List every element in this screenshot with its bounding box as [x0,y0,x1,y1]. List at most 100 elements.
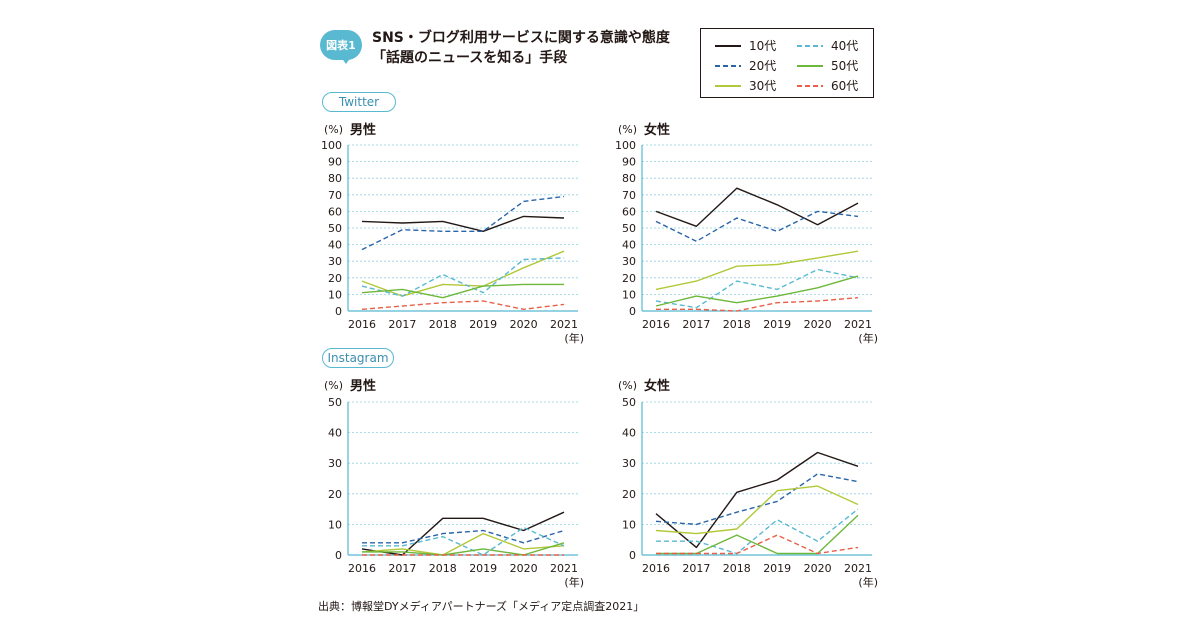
panel1-ytick: 70 [328,189,342,202]
figure-badge: 図表1 [320,30,362,60]
panel3-xlabel: (年) [564,575,584,589]
panel1-ytick: 10 [328,288,342,301]
panel4-series-60s [656,534,859,555]
panel2-series-30s [655,250,859,291]
panel2-ytick: 100 [615,139,636,152]
panel1-ytick: 90 [328,156,342,169]
panel2-xtick: 2021 [844,318,872,331]
panel4-xtick: 2019 [763,562,791,575]
panel2-ytick: 20 [622,272,636,285]
panel2-ytick: 40 [622,239,636,252]
chart-title-line2: 「話題のニュースを知る」手段 [372,50,568,66]
panel2-ytick: 50 [622,222,636,235]
legend-swatch-60s [797,84,823,87]
panel1-xtick: 2018 [429,318,457,331]
panel2-series-50s [655,275,859,307]
panel3-series-20s [362,529,565,544]
panel4-ytick: 40 [622,427,636,440]
panel1-xtick: 2019 [469,318,497,331]
panel3-xtick: 2019 [469,562,497,575]
legend-swatch-50s [797,64,823,67]
panel2-series-40s [655,268,859,309]
panel1-ytick: 60 [328,205,342,218]
panel1-xtick: 2020 [510,318,538,331]
legend-item-20s: 20代 [715,57,776,74]
panel3-xtick: 2021 [550,562,578,575]
panel4-xtick: 2018 [723,562,751,575]
panel3-xtick: 2016 [348,562,376,575]
panel1-ytick: 0 [335,305,342,318]
panel3-ytick: 30 [328,457,342,470]
panel1-ytick: 100 [321,139,342,152]
panel3-ytick: 20 [328,488,342,501]
panel1-series-50s [361,283,564,299]
panel2-ytick: 0 [629,305,636,318]
panel2-ytick: 30 [622,255,636,268]
panel4-xtick: 2017 [682,562,710,575]
panel1-series-30s [361,250,565,297]
panel2-ytick: 60 [622,205,636,218]
panel3-title: 男性 [350,378,376,394]
panel2-xtick: 2016 [642,318,670,331]
panel4-ytick: 30 [622,457,636,470]
panel1-ytick: 30 [328,255,342,268]
panel3-ytick: 40 [328,427,342,440]
panel2-ylabel: (%) [618,123,637,136]
legend: 10代 20代 30代 40代 50代 60代 [700,28,874,98]
figure-badge-tail [341,57,351,64]
panel4-ytick: 20 [622,488,636,501]
legend-item-30s: 30代 [715,77,776,94]
panel3-ytick: 0 [335,549,342,562]
panel3-xtick: 2020 [510,562,538,575]
chart-title-line1: SNS・ブログ利用サービスに関する意識や態度 [372,30,670,46]
legend-swatch-20s [715,64,741,67]
panel3-ytick: 50 [328,396,342,409]
legend-label-60s: 60代 [831,79,859,93]
panel4-ytick: 10 [622,518,636,531]
panel4-ytick: 50 [622,396,636,409]
section-label-instagram: Instagram [327,351,389,365]
panel2-xtick: 2019 [763,318,791,331]
section-pill-twitter: Twitter [322,92,396,112]
legend-swatch-30s [715,84,741,87]
panel1-xtick: 2021 [550,318,578,331]
panel1-ylabel: (%) [324,123,343,136]
panel4-xtick: 2016 [642,562,670,575]
panel1-xtick: 2017 [388,318,416,331]
figure-badge-label: 図表1 [326,39,356,52]
panel2-xlabel: (年) [858,331,878,345]
panel3-ytick: 10 [328,518,342,531]
panel4-series-50s [656,514,859,555]
panel4-title: 女性 [644,378,670,394]
section-pill-instagram: Instagram [322,348,394,368]
panel4-ylabel: (%) [618,379,637,392]
panel4-xtick: 2021 [844,562,872,575]
panel1-series-10s [361,215,565,233]
panel4-series-20s [655,473,859,526]
panel1-xlabel: (年) [564,331,584,345]
panel1-series-20s [361,195,565,251]
panel1-series-40s [361,257,565,297]
section-label-twitter: Twitter [338,95,380,109]
legend-swatch-40s [797,44,823,47]
legend-item-10s: 10代 [715,37,776,54]
legend-label-40s: 40代 [831,39,859,53]
chart-title: SNS・ブログ利用サービスに関する意識や態度 「話題のニュースを知る」手段 [372,28,670,68]
panel2-ytick: 70 [622,189,636,202]
panel3-xtick: 2018 [429,562,457,575]
panel3-series-40s [362,526,565,556]
panel4-xtick: 2020 [804,562,832,575]
panel4-series-40s [656,508,859,555]
legend-item-60s: 60代 [797,77,858,94]
panel2-series-10s [655,187,859,228]
source-note: 出典：博報堂DYメディアパートナーズ「メディア定点調査2021」 [318,600,645,613]
legend-label-30s: 30代 [749,79,777,93]
panel3-ylabel: (%) [324,379,343,392]
panel2-ytick: 80 [622,172,636,185]
legend-label-20s: 20代 [749,59,777,73]
panel1-series-60s [361,300,565,310]
legend-item-40s: 40代 [797,37,858,54]
panel4-ytick: 0 [629,549,636,562]
legend-swatch-10s [715,44,741,47]
panel2-xtick: 2018 [723,318,751,331]
